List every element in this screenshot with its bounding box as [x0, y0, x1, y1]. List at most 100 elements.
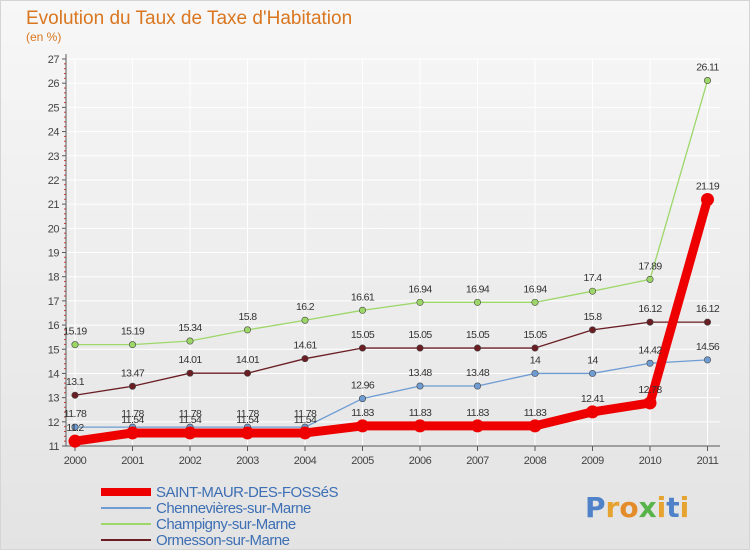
- x-tick-label: 2004: [294, 455, 317, 467]
- data-label: 11.54: [236, 414, 259, 426]
- data-label: 14: [530, 354, 541, 366]
- data-point: [646, 275, 654, 283]
- data-label: 16.2: [296, 301, 315, 313]
- data-label: 11.78: [294, 408, 317, 420]
- y-tick-label: 23: [48, 151, 60, 163]
- data-label: 16.12: [696, 303, 720, 315]
- data-point: [413, 419, 427, 433]
- data-label: 11.78: [121, 408, 144, 420]
- data-label: 15.8: [238, 311, 257, 323]
- data-label: 14.61: [293, 340, 317, 352]
- data-label: 11.54: [179, 414, 202, 426]
- x-tick-label: 2007: [466, 455, 489, 467]
- data-point: [71, 341, 79, 349]
- data-label: 16.94: [466, 283, 490, 295]
- data-point: [588, 326, 596, 334]
- data-point: [588, 369, 596, 377]
- y-tick-label: 19: [48, 248, 60, 260]
- data-point: [186, 337, 194, 345]
- data-point: [703, 318, 711, 326]
- y-tick-label: 14: [48, 368, 60, 380]
- data-label: 21.19: [696, 181, 720, 193]
- data-label: 15.8: [583, 311, 602, 323]
- data-label: 14.01: [178, 354, 202, 366]
- logo-letter: r: [606, 491, 620, 524]
- x-tick-label: 2000: [64, 455, 87, 467]
- data-point: [358, 306, 366, 314]
- data-label: 11.78: [236, 408, 259, 420]
- x-tick-label: 2003: [236, 455, 259, 467]
- data-point: [244, 369, 252, 377]
- data-point: [416, 344, 424, 352]
- y-tick-label: 24: [48, 127, 60, 139]
- x-tick-label: 2006: [409, 455, 432, 467]
- data-label: 11.83: [351, 407, 374, 419]
- data-point: [528, 419, 542, 433]
- data-label: 16.94: [523, 283, 547, 295]
- data-label: 13.1: [66, 376, 85, 388]
- data-point: [531, 344, 539, 352]
- logo-letter: P: [585, 491, 606, 524]
- data-point: [416, 298, 424, 306]
- x-tick-label: 2001: [121, 455, 144, 467]
- y-tick-label: 11: [49, 441, 60, 453]
- axes: 11 12 13 14 15 16 17 18 19 20 21 22 23 24 25 26 27 2000 20…: [48, 54, 720, 467]
- data-label: 17.4: [583, 272, 602, 284]
- data-point: [646, 318, 654, 326]
- data-label: 15.05: [351, 329, 375, 341]
- data-label: 11.83: [466, 407, 489, 419]
- data-label: 17.89: [638, 260, 662, 272]
- data-label: 14: [587, 354, 598, 366]
- data-label: 15.05: [523, 329, 547, 341]
- data-point: [701, 193, 714, 207]
- data-label: 12.78: [638, 384, 662, 396]
- x-tick-label: 2002: [179, 455, 202, 467]
- x-tick-label: 2005: [351, 455, 374, 467]
- data-point: [703, 77, 711, 85]
- data-point: [646, 359, 654, 367]
- data-point: [586, 405, 599, 419]
- data-point: [71, 391, 79, 399]
- data-point: [358, 395, 366, 403]
- legend-label: Ormesson-sur-Marne: [156, 532, 290, 549]
- proxiti-logo: Proxiti: [585, 491, 689, 524]
- data-point: [298, 426, 312, 440]
- data-label: 26.11: [696, 62, 719, 74]
- y-tick-label: 16: [48, 320, 60, 332]
- logo-letter: x: [639, 491, 657, 524]
- data-label: 15.34: [178, 322, 202, 334]
- data-label: 13.47: [121, 367, 145, 379]
- data-point: [531, 298, 539, 306]
- data-point: [358, 344, 366, 352]
- x-tick-label: 2011: [697, 455, 719, 467]
- y-tick-label: 21: [48, 199, 60, 211]
- data-point: [241, 426, 254, 440]
- legend-label: Champigny-sur-Marne: [156, 516, 296, 533]
- data-label: 13.48: [466, 367, 490, 379]
- data-point: [68, 434, 82, 448]
- data-label: 11.2: [66, 422, 84, 434]
- y-tick-label: 25: [48, 102, 60, 114]
- grid: [66, 58, 720, 447]
- data-label: 15.05: [466, 329, 490, 341]
- y-tick-label: 15: [48, 344, 60, 356]
- data-labels: 15.19 15.19 15.34 15.8 16.2 16.61 16.94 16.94 16…: [63, 62, 720, 435]
- data-label: 15.19: [121, 326, 145, 338]
- series-line-chennevieres: [75, 359, 708, 428]
- y-tick-label: 13: [48, 393, 60, 405]
- data-point: [244, 326, 252, 334]
- data-label: 11.78: [179, 408, 202, 420]
- data-label: 14.01: [236, 354, 260, 366]
- logo-letter: i: [657, 491, 667, 524]
- data-label: 11.54: [121, 414, 144, 426]
- data-label: 11.78: [64, 408, 87, 420]
- data-point: [183, 426, 197, 440]
- series-lines: [68, 77, 714, 448]
- data-label: 11.83: [524, 407, 547, 419]
- x-tick-label: 2008: [524, 455, 547, 467]
- chart-title: Evolution du Taux de Taxe d'Habitation: [26, 8, 352, 29]
- y-tick-label: 12: [48, 417, 60, 429]
- series-line-saint_maur: [74, 198, 712, 446]
- data-point: [416, 382, 424, 390]
